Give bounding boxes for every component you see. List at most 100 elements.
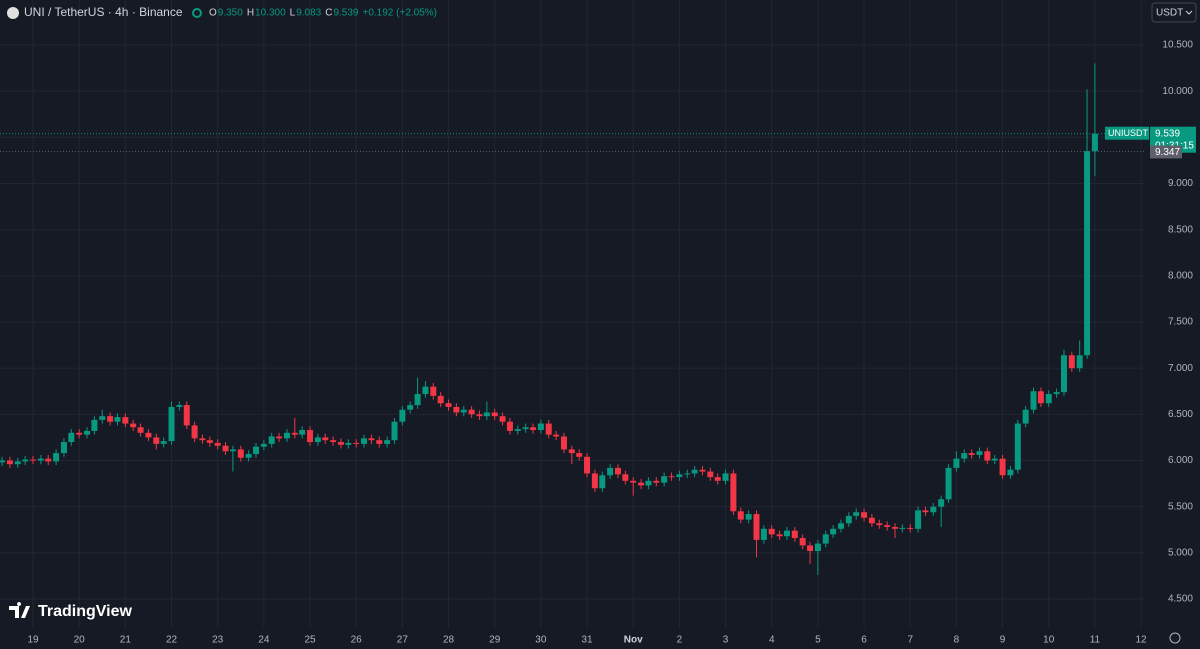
currency-button[interactable] (1151, 2, 1197, 23)
x-tick-label: 28 (443, 635, 455, 646)
candle-body (168, 406, 175, 442)
candle-body (553, 434, 560, 437)
candle-body (399, 409, 406, 422)
candle-body (791, 530, 798, 539)
prev-price: 9.347 (1155, 147, 1180, 158)
x-tick-label: 8 (954, 635, 960, 646)
candle-body (99, 416, 106, 420)
candle-body (845, 515, 852, 524)
candle-body (737, 511, 744, 520)
symbol-tag-label: UNIUSDT (1108, 128, 1149, 138)
candle-body (676, 474, 683, 478)
candle-body (799, 538, 806, 546)
candle-body (668, 476, 675, 478)
candle-body (199, 438, 206, 441)
candle-body (645, 480, 652, 486)
candle-body (661, 476, 668, 483)
x-tick-label: 31 (581, 635, 593, 646)
candle-body (953, 458, 960, 468)
candle-body (206, 440, 213, 443)
symbol: UNI / TetherUS · 4h · Binance (24, 5, 183, 19)
x-tick-label: 21 (120, 635, 132, 646)
candle-body (222, 445, 229, 452)
dropdown-arrow (1185, 10, 1193, 15)
ohlc-value: 10.300 (255, 8, 286, 19)
candle-body (976, 451, 983, 455)
candle-body (607, 467, 614, 476)
candle-body (1060, 355, 1067, 393)
candle-body (714, 477, 721, 481)
candle-body (253, 446, 260, 455)
candle-body (653, 480, 660, 483)
candle-body (330, 440, 337, 443)
candle-body (137, 427, 144, 433)
x-tick-label: 12 (1136, 635, 1148, 646)
candle-body (460, 409, 467, 413)
prev-price-tag (1150, 145, 1182, 159)
candle-body (384, 440, 391, 444)
overlay: UNI / TetherUS · 4h · Binance O 9.350 H 10.… (7, 2, 1197, 646)
x-tick-label: 4 (769, 635, 775, 646)
candle-body (22, 459, 29, 462)
last-price: 9.539 (1155, 128, 1180, 139)
candle-body (407, 405, 414, 410)
candle-body (783, 530, 790, 537)
x-tick-label: 19 (27, 635, 39, 646)
candle-body (830, 528, 837, 535)
candle-body (45, 458, 52, 462)
ohlc-label: O (209, 8, 217, 19)
candle-body (53, 453, 60, 462)
x-tick-label: 26 (351, 635, 363, 646)
candle-body (599, 475, 606, 489)
candle-body (576, 453, 583, 457)
candle-body (491, 412, 498, 417)
candle-body (961, 453, 968, 459)
candle-body (506, 421, 513, 431)
candle-body (37, 458, 44, 461)
candle-body (938, 499, 945, 507)
candle-body (84, 430, 91, 435)
candle-body (822, 534, 829, 544)
x-tick-label: 20 (74, 635, 86, 646)
y-tick-label: 5.500 (1168, 501, 1193, 512)
candle-body (1076, 355, 1083, 369)
x-tick-label: 7 (907, 635, 913, 646)
x-tick-label: 24 (258, 635, 270, 646)
candle-body (229, 449, 236, 452)
candle-body (1053, 392, 1060, 395)
candle-body (514, 429, 521, 431)
y-tick-label: 9.000 (1168, 178, 1193, 189)
settings-icon[interactable] (1169, 632, 1181, 644)
candle-body (453, 406, 460, 413)
candle-body (991, 458, 998, 461)
candle-body (345, 442, 352, 445)
x-tick-label: 10 (1043, 635, 1055, 646)
candle-body (337, 442, 344, 445)
candle-body (237, 449, 244, 458)
logo-text: TradingView (38, 603, 133, 620)
candle-body (353, 442, 360, 444)
candle-body (522, 427, 529, 430)
candle-body (183, 405, 190, 426)
y-tick-label: 8.000 (1168, 270, 1193, 281)
candle-body (276, 436, 283, 439)
candle-body (299, 430, 306, 435)
candle-body (530, 427, 537, 431)
candle-body (107, 416, 114, 422)
candle-body (260, 443, 267, 447)
candle-body (1007, 469, 1014, 476)
candle-body (745, 514, 752, 520)
candle-body (314, 437, 321, 443)
change: +0.192 (+2.05%) (363, 8, 438, 19)
currency[interactable]: USDT (1156, 8, 1183, 19)
candle-body (814, 543, 821, 551)
candle-body (245, 454, 252, 458)
y-tick-label: 7.500 (1168, 317, 1193, 328)
candle-body (422, 386, 429, 395)
candle-body (876, 523, 883, 526)
candle-body (499, 416, 506, 422)
candle-body (361, 438, 368, 444)
candle-body (999, 458, 1006, 476)
candle-body (807, 545, 814, 551)
